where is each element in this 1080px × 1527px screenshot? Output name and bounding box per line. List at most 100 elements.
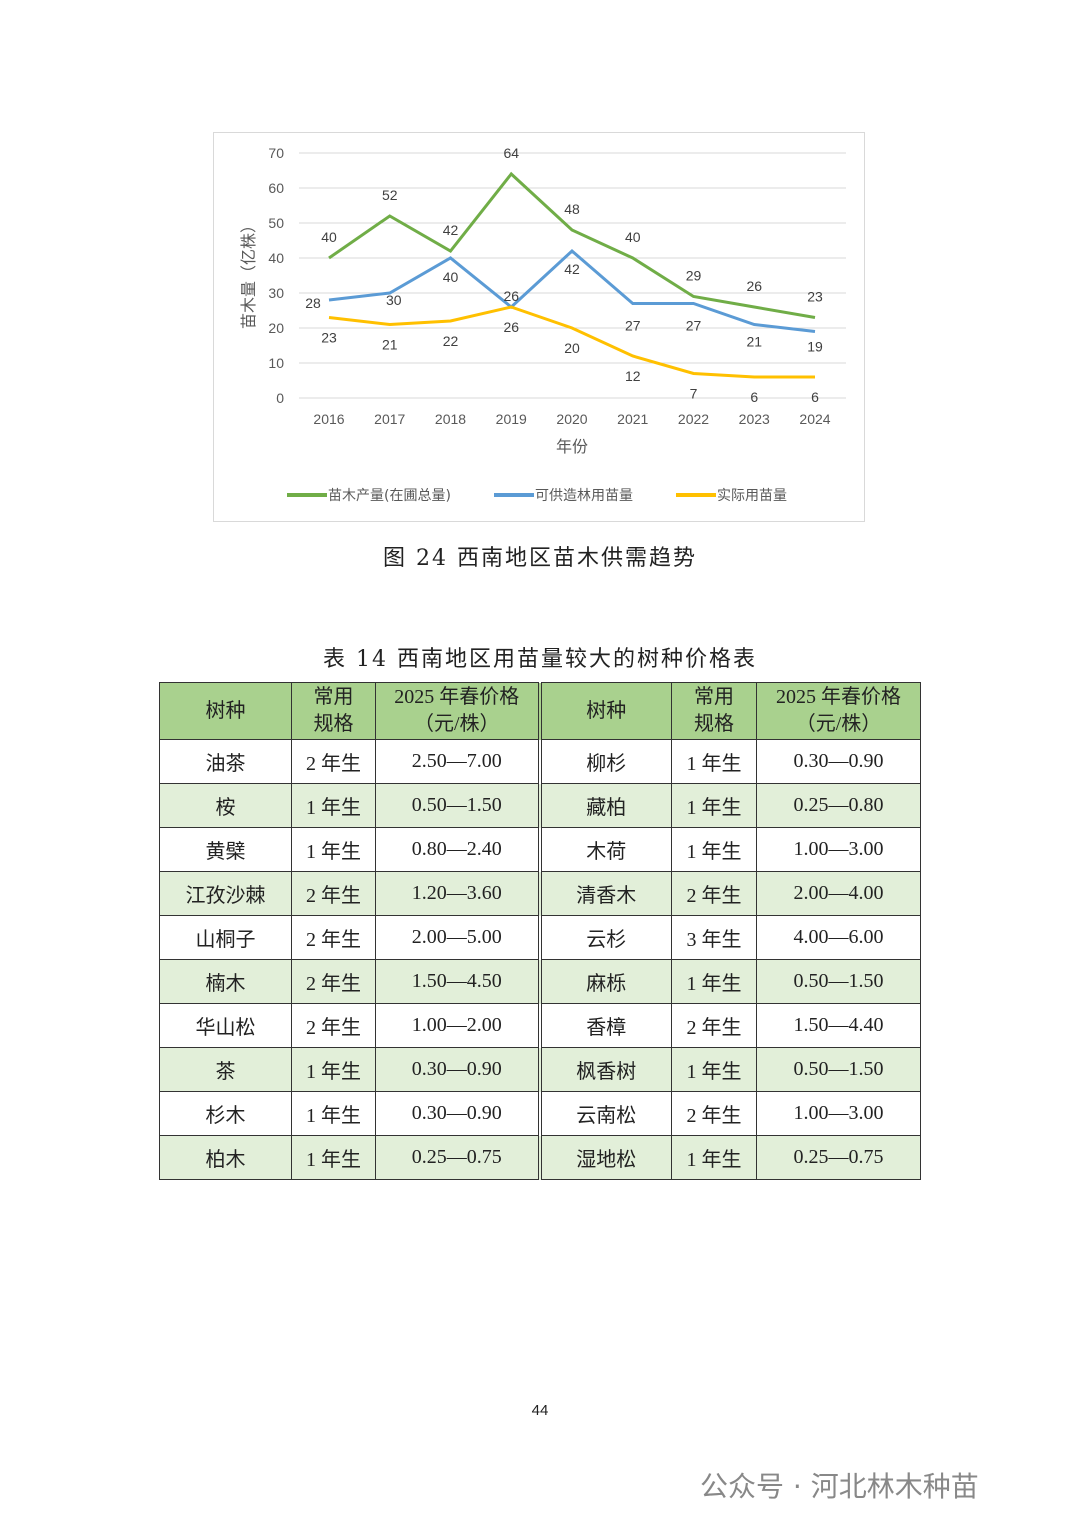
header-line: 树种 [205, 699, 246, 722]
table-cell: 山桐子 [159, 915, 292, 960]
x-tick-label: 2024 [799, 411, 830, 427]
x-tick-label: 2023 [739, 411, 770, 427]
table-cell: 2 年生 [291, 915, 376, 960]
data-label: 42 [443, 222, 459, 238]
table-cell: 黄檗 [159, 827, 292, 872]
table-cell: 1.00—3.00 [756, 1091, 921, 1136]
table-cell: 柳杉 [537, 739, 672, 784]
table-cell: 1 年生 [291, 1047, 376, 1092]
header-line: 2025 年春价格 [776, 686, 901, 708]
x-tick-label: 2020 [556, 411, 587, 427]
table-cell: 云南松 [537, 1091, 672, 1136]
header-text: 常用规格 [694, 686, 734, 735]
table-cell: 2 年生 [671, 871, 757, 916]
header-line: 2025 年春价格 [394, 686, 520, 708]
header-line: （元/株） [413, 713, 500, 735]
x-tick-label: 2017 [374, 411, 405, 427]
table-cell: 杉木 [159, 1091, 292, 1136]
table-cell: 1 年生 [671, 959, 757, 1004]
data-label: 40 [321, 229, 337, 245]
table-cell: 云杉 [537, 915, 672, 960]
x-tick-label: 2019 [496, 411, 527, 427]
data-label: 48 [564, 201, 580, 217]
table-cell: 1 年生 [671, 827, 757, 872]
table-row: 楠木 2 年生 1.50—4.50 麻栎 1 年生 0.50—1.50 [159, 959, 921, 1004]
table-cell: 柏木 [159, 1135, 292, 1180]
data-label: 40 [625, 229, 641, 245]
table-cell: 1.50—4.40 [756, 1003, 921, 1048]
data-label: 19 [807, 339, 823, 355]
data-label: 21 [382, 337, 398, 353]
table-cell: 麻栎 [537, 959, 672, 1004]
table-cell: 3 年生 [671, 915, 757, 960]
table-cell: 华山松 [159, 1003, 292, 1048]
table-cell: 0.50—1.50 [756, 1047, 921, 1092]
table-cell: 1 年生 [291, 1091, 376, 1136]
table-cell: 枫香树 [537, 1047, 672, 1092]
y-tick-label: 40 [268, 250, 284, 266]
table-cell: 2 年生 [291, 871, 376, 916]
table-cell: 1.20—3.60 [375, 871, 540, 916]
y-tick-label: 50 [268, 215, 284, 231]
table-cell: 2 年生 [671, 1003, 757, 1048]
x-tick-label: 2021 [617, 411, 648, 427]
table-row: 黄檗 1 年生 0.80—2.40 木荷 1 年生 1.00—3.00 [159, 827, 921, 872]
table-cell: 木荷 [537, 827, 672, 872]
x-axis-title: 年份 [556, 437, 588, 456]
y-tick-label: 30 [268, 285, 284, 301]
x-tick-label: 2016 [313, 411, 344, 427]
data-label: 26 [503, 288, 519, 304]
table-header-cell: 常用规格 [671, 682, 757, 740]
table-cell: 藏柏 [537, 783, 672, 828]
legend-label: 可供造林用苗量 [535, 488, 633, 504]
data-label: 40 [443, 269, 459, 285]
table-cell: 2.00—5.00 [375, 915, 540, 960]
table-cell: 1 年生 [291, 1135, 376, 1180]
data-label: 22 [443, 333, 459, 349]
table-cell: 0.25—0.75 [756, 1135, 921, 1180]
table-cell: 1 年生 [671, 739, 757, 784]
table-cell: 0.30—0.90 [756, 739, 921, 784]
series-line [328, 305, 815, 379]
table-header-cell: 树种 [537, 682, 672, 740]
table-header-row: 树种 常用规格 2025 年春价格 （元/株） 树种 常用规格 2025 年春价格 （元/株） [159, 682, 921, 740]
table-cell: 2.00—4.00 [756, 871, 921, 916]
table-caption: 表 14 西南地区用苗量较大的树种价格表 [323, 647, 757, 672]
table-cell: 2 年生 [291, 959, 376, 1004]
line-chart: 0 10 20 30 40 50 60 70 2016 2017 2018 2019 2020 2021 2… [213, 132, 865, 522]
table-row: 江孜沙棘 2 年生 1.20—3.60 清香木 2 年生 2.00—4.00 [159, 871, 921, 916]
table-cell: 0.80—2.40 [375, 827, 540, 872]
data-label: 23 [321, 330, 337, 346]
table-header-cell: 常用规格 [291, 682, 376, 740]
y-tick-label: 70 [268, 145, 284, 161]
data-label: 42 [564, 261, 580, 277]
x-tick-label: 2022 [678, 411, 709, 427]
table-cell: 湿地松 [537, 1135, 672, 1180]
table-row: 华山松 2 年生 1.00—2.00 香樟 2 年生 1.50—4.40 [159, 1003, 921, 1048]
table-header-cell: 2025 年春价格 （元/株） [756, 682, 921, 740]
header-line: （元/株） [795, 713, 882, 735]
table-cell: 1 年生 [671, 1135, 757, 1180]
x-tick-label: 2018 [435, 411, 466, 427]
table-cell: 1 年生 [291, 827, 376, 872]
table-cell: 0.25—0.75 [375, 1135, 540, 1180]
data-label: 6 [750, 389, 758, 405]
figure-caption: 图 24 西南地区苗木供需趋势 [383, 546, 697, 571]
table-cell: 1.00—3.00 [756, 827, 921, 872]
legend-label: 实际用苗量 [717, 488, 787, 504]
data-label: 30 [386, 292, 402, 308]
table-row: 山桐子 2 年生 2.00—5.00 云杉 3 年生 4.00—6.00 [159, 915, 921, 960]
data-label: 28 [305, 295, 321, 311]
table-cell: 桉 [159, 783, 292, 828]
y-tick-label: 20 [268, 320, 284, 336]
data-label: 7 [690, 386, 698, 402]
table-cell: 0.30—0.90 [375, 1091, 540, 1136]
table-row: 油茶 2 年生 2.50—7.00 柳杉 1 年生 0.30—0.90 [159, 739, 921, 784]
table-cell: 清香木 [537, 871, 672, 916]
table-cell: 2 年生 [291, 739, 376, 784]
legend-label: 苗木产量(在圃总量) [328, 488, 451, 504]
table-cell: 1.50—4.50 [375, 959, 540, 1004]
table-cell: 江孜沙棘 [159, 871, 292, 916]
